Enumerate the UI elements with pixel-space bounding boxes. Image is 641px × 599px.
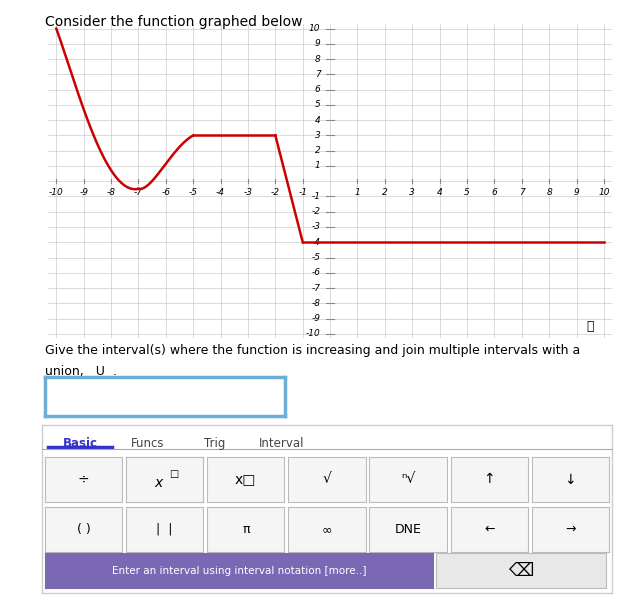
- Text: √: √: [322, 473, 331, 486]
- Text: ÷: ÷: [78, 473, 89, 486]
- Text: 10: 10: [598, 188, 610, 197]
- Text: -6: -6: [312, 268, 320, 277]
- Text: 🔍: 🔍: [587, 320, 594, 332]
- Text: Enter an interval using interval notation [more..]: Enter an interval using interval notatio…: [112, 566, 366, 576]
- Text: 8: 8: [315, 55, 320, 63]
- Text: -9: -9: [312, 314, 320, 323]
- Text: 2: 2: [315, 146, 320, 155]
- Text: □: □: [169, 469, 179, 479]
- Text: -8: -8: [312, 299, 320, 308]
- Text: Basic: Basic: [63, 437, 97, 450]
- Text: 6: 6: [492, 188, 497, 197]
- Text: -1: -1: [298, 188, 307, 197]
- Text: ( ): ( ): [77, 523, 90, 536]
- Text: ←: ←: [484, 523, 494, 536]
- Text: 3: 3: [315, 131, 320, 140]
- Text: -5: -5: [188, 188, 197, 197]
- Text: 8: 8: [546, 188, 552, 197]
- Text: ⁿ√: ⁿ√: [401, 473, 415, 486]
- Text: 9: 9: [574, 188, 579, 197]
- Text: Funcs: Funcs: [131, 437, 164, 450]
- Text: ∞: ∞: [322, 523, 332, 536]
- Text: →: →: [565, 523, 576, 536]
- Text: -7: -7: [134, 188, 143, 197]
- Text: -10: -10: [49, 188, 63, 197]
- Text: ⌫: ⌫: [508, 562, 533, 580]
- Text: 5: 5: [464, 188, 470, 197]
- Text: -1: -1: [312, 192, 320, 201]
- Text: union,   U  .: union, U .: [45, 365, 117, 379]
- Text: -8: -8: [106, 188, 115, 197]
- Text: -3: -3: [312, 222, 320, 231]
- Text: 4: 4: [315, 116, 320, 125]
- Text: -2: -2: [312, 207, 320, 216]
- Text: -3: -3: [244, 188, 253, 197]
- Text: Interval: Interval: [260, 437, 304, 450]
- Text: 10: 10: [309, 24, 320, 33]
- Text: x: x: [160, 473, 169, 486]
- Text: 9: 9: [315, 40, 320, 49]
- Text: Trig: Trig: [204, 437, 226, 450]
- Text: -4: -4: [312, 238, 320, 247]
- Text: -10: -10: [306, 329, 320, 338]
- Text: DNE: DNE: [395, 523, 422, 536]
- Text: Give the interval(s) where the function is increasing and join multiple interval: Give the interval(s) where the function …: [45, 344, 580, 358]
- Text: 1: 1: [354, 188, 360, 197]
- Text: -4: -4: [216, 188, 225, 197]
- Text: 5: 5: [315, 101, 320, 110]
- Text: π: π: [242, 523, 249, 536]
- Text: Consider the function graphed below: Consider the function graphed below: [45, 15, 303, 29]
- Text: 7: 7: [519, 188, 525, 197]
- Text: 6: 6: [315, 85, 320, 94]
- Text: -2: -2: [271, 188, 280, 197]
- Text: -6: -6: [162, 188, 171, 197]
- Text: |  |: | |: [156, 523, 173, 536]
- Text: -5: -5: [312, 253, 320, 262]
- Text: ↓: ↓: [565, 473, 576, 486]
- Text: 2: 2: [382, 188, 388, 197]
- Text: x: x: [154, 476, 163, 490]
- Text: x□: x□: [235, 473, 256, 486]
- Text: ↑: ↑: [483, 473, 495, 486]
- Text: 1: 1: [315, 162, 320, 171]
- Text: 7: 7: [315, 70, 320, 79]
- Text: 3: 3: [410, 188, 415, 197]
- Text: 4: 4: [437, 188, 442, 197]
- Text: -7: -7: [312, 283, 320, 292]
- Text: -9: -9: [79, 188, 88, 197]
